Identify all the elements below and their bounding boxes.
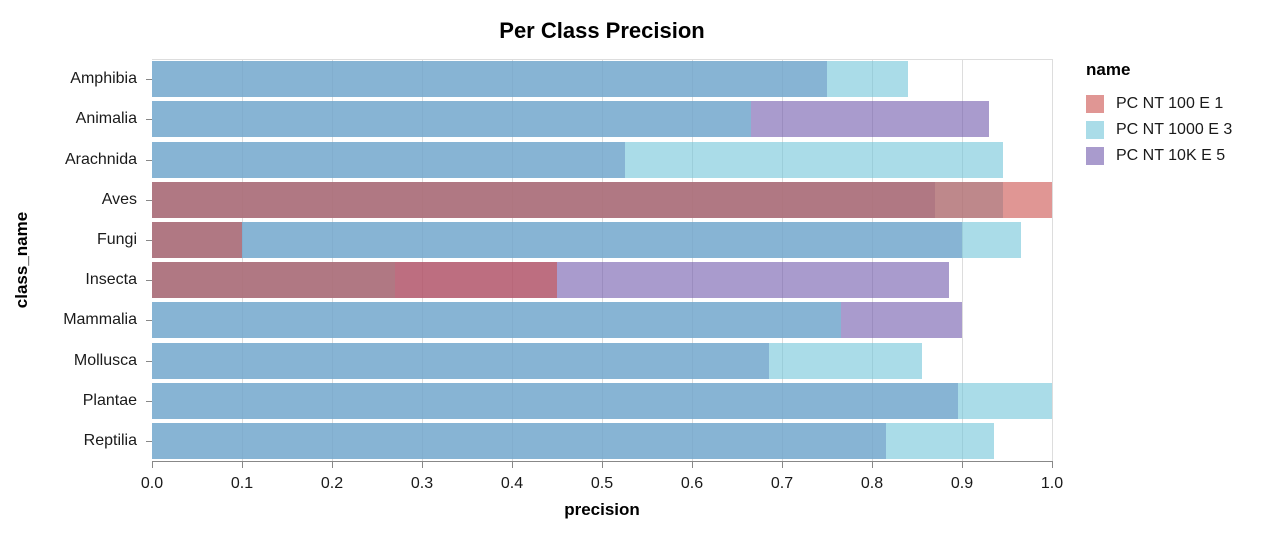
y-label-amphibia: Amphibia [70,70,137,88]
chart-title: Per Class Precision [499,18,705,43]
legend-entry-pc-nt-10k-e-5: PC NT 10K E 5 [1086,143,1232,169]
bar-amphibia-pc-nt-1000-e-3 [152,61,908,98]
gridline-0.5 [602,59,603,461]
x-tick-label-0.4: 0.4 [500,475,524,492]
y-label-reptilia: Reptilia [83,431,137,449]
legend-entry-label: PC NT 1000 E 3 [1116,121,1233,138]
y-tick-animalia [146,119,152,121]
x-tick-label-0.2: 0.2 [320,475,344,492]
y-tick-fungi [146,239,152,241]
x-tick-0.8 [872,462,873,468]
legend-entries: PC NT 100 E 1 PC NT 1000 E 3 PC NT 10K E 5 [1086,91,1232,169]
y-tick-mammalia [146,320,152,322]
gridline-0.8 [872,59,873,461]
y-label-plantae: Plantae [82,391,137,409]
x-tick-0.6 [692,462,693,468]
bar-mammalia-pc-nt-1000-e-3 [152,302,841,339]
x-tick-0.9 [962,462,963,468]
x-tick-label-0.3: 0.3 [410,475,434,492]
bar-arachnida-pc-nt-1000-e-3 [152,141,1003,178]
x-axis-title: precision [564,500,640,519]
gridline-0.6 [692,59,693,461]
x-axis-domain-line [152,461,1053,462]
gridline-0.9 [962,59,963,461]
x-tick-0.1 [242,462,243,468]
x-tick-1.0 [1052,462,1053,468]
x-tick-label-1.0: 1.0 [1040,475,1064,492]
y-label-aves: Aves [101,190,137,208]
y-tick-aves [146,199,152,201]
x-tick-label-0.6: 0.6 [680,475,704,492]
legend-entry-pc-nt-100-e-1: PC NT 100 E 1 [1086,91,1232,117]
gridline-0.3 [422,59,423,461]
y-tick-mollusca [146,360,152,362]
y-tick-reptilia [146,440,152,442]
x-tick-0.2 [332,462,333,468]
plot-border-right [1052,59,1053,461]
x-tick-label-0.1: 0.1 [230,475,254,492]
x-tick-label-0.9: 0.9 [950,475,974,492]
bar-reptilia-pc-nt-1000-e-3 [152,422,994,459]
legend-entry-label: PC NT 100 E 1 [1116,95,1224,112]
legend-swatch-icon [1086,95,1104,113]
x-tick-0.3 [422,462,423,468]
bar-animalia-pc-nt-1000-e-3 [152,101,751,138]
y-tick-arachnida [146,159,152,161]
bar-fungi-pc-nt-1000-e-3 [152,221,1021,258]
x-tick-0.5 [602,462,603,468]
gridline-0.1 [242,59,243,461]
y-label-mollusca: Mollusca [73,351,137,369]
bar-insecta-pc-nt-100-e-1 [152,262,557,299]
x-tick-0.4 [512,462,513,468]
y-label-animalia: Animalia [75,110,137,128]
y-label-insecta: Insecta [85,271,137,289]
plot-border-top [152,59,1053,60]
legend-title: name [1086,60,1131,79]
x-tick-0.0 [152,462,153,468]
legend: name PC NT 100 E 1 PC NT 1000 E 3 PC NT 10… [1086,60,1232,169]
bar-plantae-pc-nt-1000-e-3 [152,382,1052,419]
y-tick-amphibia [146,79,152,81]
legend-entry-label: PC NT 10K E 5 [1116,147,1226,164]
bar-mollusca-pc-nt-1000-e-3 [152,342,922,379]
x-tick-label-0.8: 0.8 [860,475,884,492]
y-tick-plantae [146,400,152,402]
legend-swatch-icon [1086,121,1104,139]
y-label-mammalia: Mammalia [63,311,137,329]
legend-swatch-icon [1086,147,1104,165]
gridline-0.4 [512,59,513,461]
y-tick-insecta [146,280,152,282]
plot-area [152,59,1053,461]
x-tick-0.7 [782,462,783,468]
x-axis-ticks: 0.0 0.1 0.2 0.3 0.4 0.5 0.6 0.7 0.8 0.9 1.0 [141,461,1063,501]
y-label-fungi: Fungi [96,230,137,248]
x-tick-label-0.0: 0.0 [140,475,164,492]
y-label-arachnida: Arachnida [64,150,137,168]
x-tick-label-0.7: 0.7 [770,475,794,492]
x-tick-label-0.5: 0.5 [590,475,614,492]
bar-fungi-pc-nt-100-e-1 [152,221,242,258]
y-axis-labels: Amphibia Animalia Arachnida Aves Fungi Insect… [0,59,152,461]
legend-entry-pc-nt-1000-e-3: PC NT 1000 E 3 [1086,117,1232,143]
gridline-0.2 [332,59,333,461]
bar-aves-pc-nt-100-e-1 [152,181,1052,218]
gridline-0.7 [782,59,783,461]
